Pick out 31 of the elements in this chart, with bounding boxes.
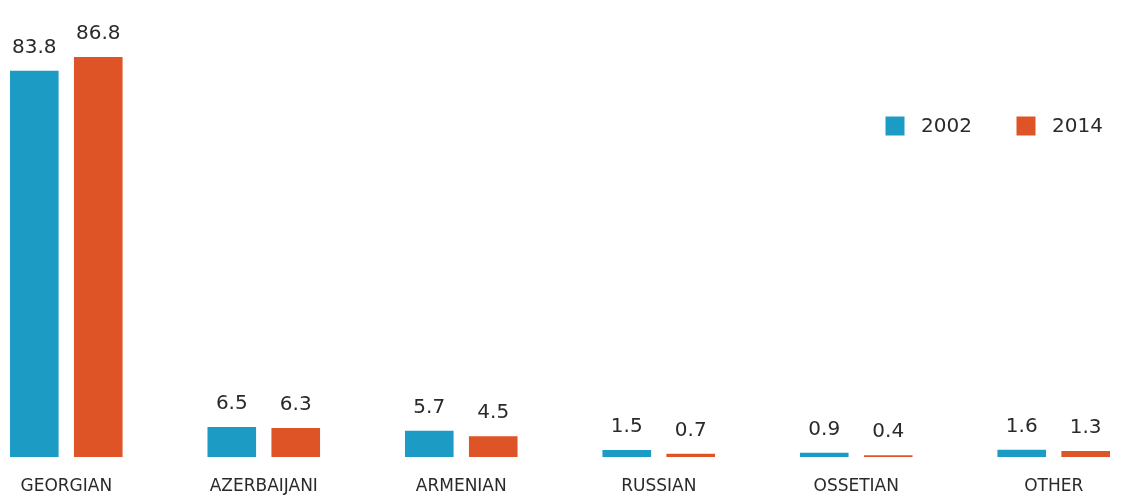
x-tick-label: ARMENIAN	[415, 474, 507, 495]
data-label: 1.3	[1069, 414, 1102, 439]
legend-label: 2002	[921, 113, 972, 137]
legend-label: 2014	[1052, 113, 1103, 137]
data-label: 6.5	[215, 390, 248, 415]
bar	[666, 453, 716, 457]
data-label: 0.9	[808, 415, 841, 440]
bar	[602, 450, 652, 457]
bar	[799, 452, 849, 457]
x-tick-label: GEORGIAN	[20, 474, 113, 495]
x-tick-label: AZERBAIJANI	[209, 474, 318, 495]
bar	[207, 427, 257, 457]
x-tick-label: OTHER	[1024, 474, 1084, 495]
data-label: 6.3	[279, 390, 312, 415]
data-label: 4.5	[477, 399, 510, 424]
data-label: 1.5	[610, 413, 643, 438]
data-label: 0.7	[674, 416, 707, 441]
data-label: 83.8	[12, 33, 57, 58]
data-label: 0.4	[872, 418, 905, 443]
x-tick-label: RUSSIAN	[621, 474, 697, 495]
bar	[10, 70, 59, 457]
bar	[271, 427, 321, 457]
bar	[997, 449, 1047, 457]
data-label: 5.7	[413, 393, 446, 418]
x-tick-label: OSSETIAN	[813, 474, 899, 495]
bar	[468, 436, 518, 457]
bar	[404, 430, 454, 457]
data-label: 1.6	[1005, 412, 1038, 437]
bar	[1061, 451, 1110, 457]
data-label: 86.8	[76, 20, 121, 44]
bar	[73, 57, 123, 457]
